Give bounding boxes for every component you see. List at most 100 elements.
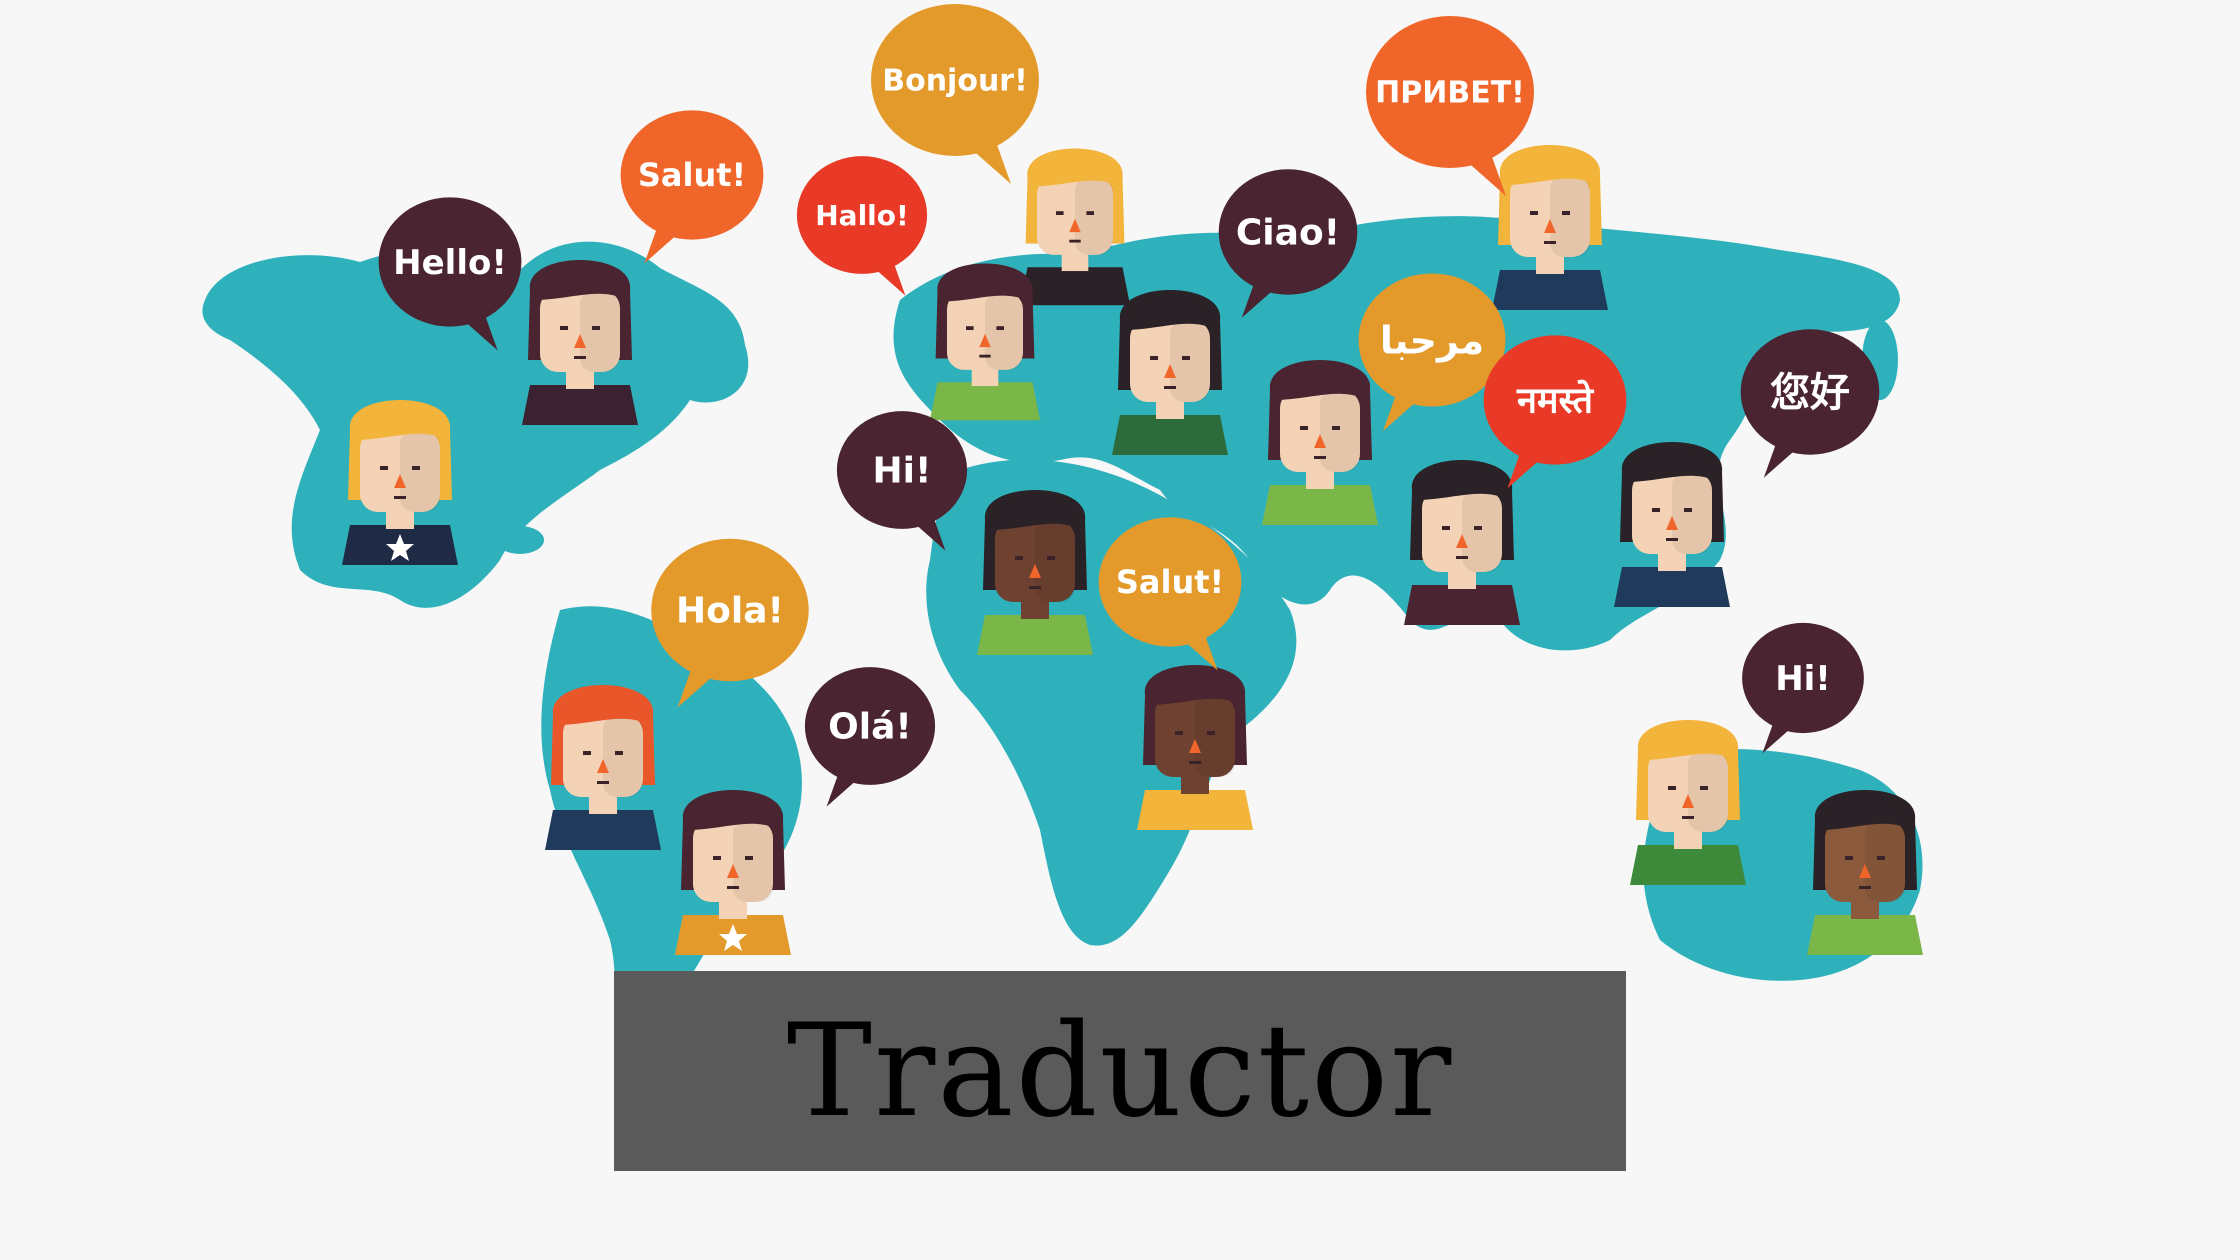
person-nose [1456, 534, 1468, 548]
person-au-buns [1807, 790, 1923, 955]
person-me-beard [1262, 360, 1378, 525]
person-face [693, 820, 773, 902]
person-hair-fringe [1626, 446, 1718, 482]
person-ru-headband [1492, 145, 1608, 310]
person-face-shade [985, 292, 1023, 370]
person-face [1510, 175, 1590, 257]
person-nose [1682, 794, 1694, 808]
person-face [1130, 320, 1210, 402]
speech-bubble-hallo: Hallo! [796, 156, 928, 296]
person-hair-fringe [557, 689, 649, 725]
person-eye-right [1207, 731, 1215, 735]
person-sa-sunglasses [545, 685, 661, 850]
island-caribbean [496, 526, 544, 554]
person-nose [1189, 739, 1201, 753]
bubble-text: Bonjour! [882, 64, 1028, 99]
person-face-shade [400, 430, 440, 512]
person-eu-blond [1019, 148, 1131, 306]
person-face [1280, 390, 1360, 472]
person-eye-left [583, 751, 591, 755]
person-mouth [1666, 538, 1678, 541]
bubble-body [378, 197, 522, 327]
star-icon [719, 924, 747, 951]
person-face [1825, 820, 1905, 902]
bubble-body [1218, 169, 1358, 295]
person-face-shade [1865, 820, 1905, 902]
speech-bubbles-layer: Hello! Salut! Bonjour! Hallo! ПРИВЕТ! Ciao! مر… [378, 4, 1880, 807]
person-nose [979, 333, 991, 348]
person-face [995, 520, 1075, 602]
person-hair-fringe [1149, 669, 1241, 705]
bubble-text: Hola! [676, 591, 784, 632]
speech-bubble-privet: ПРИВЕТ! [1366, 16, 1534, 196]
person-shirt [1492, 270, 1608, 310]
bubble-text: Hi! [873, 451, 932, 492]
bubble-body [1366, 16, 1534, 168]
speech-bubble-ciao: Ciao! [1218, 169, 1358, 318]
person-face-shade [1550, 175, 1590, 257]
bubble-text: Ciao! [1236, 213, 1340, 254]
speech-bubble-marhaba: مرحبا [1358, 273, 1506, 431]
star-icon [386, 534, 414, 561]
person-eye-left [1652, 508, 1660, 512]
person-face-shade [580, 290, 620, 372]
person-shirt [1807, 915, 1923, 955]
person-eye-left [713, 856, 721, 860]
bubble-text: नमस्ते [1516, 380, 1595, 422]
person-hair-fringe [1819, 794, 1911, 830]
person-shirt [1137, 790, 1253, 830]
person-shirt [1404, 585, 1520, 625]
person-nose [1544, 219, 1556, 233]
person-shirt [1262, 485, 1378, 525]
person-nose [574, 334, 586, 348]
person-eye-right [1877, 856, 1885, 860]
title-banner: Traductor [614, 971, 1626, 1171]
bubble-text: Salut! [638, 156, 746, 194]
person-face-shade [1075, 177, 1113, 255]
bubble-body [1742, 622, 1864, 734]
people-layer [342, 145, 1923, 955]
person-eye-right [1332, 426, 1340, 430]
person-hair-fringe [989, 494, 1081, 530]
person-hair-fringe [1642, 724, 1734, 760]
person-eye-left [1845, 856, 1853, 860]
person-eye-right [1182, 356, 1190, 360]
person-na-blond [342, 400, 458, 565]
person-eye-left [1530, 211, 1538, 215]
person-eye-left [1175, 731, 1183, 735]
speech-bubble-namaste: नमस्ते [1483, 335, 1627, 489]
person-hair-fringe [941, 267, 1029, 302]
bubble-text: Salut! [1116, 563, 1224, 601]
person-au-blond [1630, 720, 1746, 885]
person-eye-left [1300, 426, 1308, 430]
person-mouth [394, 496, 406, 499]
speech-bubble-hi-australia: Hi! [1742, 622, 1864, 754]
person-face-shade [1688, 750, 1728, 832]
person-in-long-hair [1404, 460, 1520, 625]
person-na-dark-hair [522, 260, 638, 425]
bubble-body [1098, 517, 1242, 647]
bubble-text: Hello! [393, 243, 507, 283]
person-shirt [1630, 845, 1746, 885]
person-face-shade [1170, 320, 1210, 402]
person-shirt [545, 810, 661, 850]
person-mouth [727, 886, 739, 889]
person-mouth [1456, 556, 1468, 559]
bubble-body [1740, 329, 1880, 455]
person-eye-right [745, 856, 753, 860]
person-eye-left [1056, 211, 1064, 215]
person-shirt [1112, 415, 1228, 455]
person-mouth [1029, 586, 1041, 589]
person-face-shade [1320, 390, 1360, 472]
person-mouth [979, 354, 991, 358]
person-mouth [1164, 386, 1176, 389]
person-shirt [1614, 567, 1730, 607]
person-nose [1164, 364, 1176, 378]
person-face [1037, 177, 1113, 255]
person-hair-fringe [534, 264, 626, 300]
bubble-text: Olá! [828, 707, 912, 748]
person-face [563, 715, 643, 797]
person-mouth [597, 781, 609, 784]
speech-bubble-hola: Hola! [651, 538, 809, 708]
